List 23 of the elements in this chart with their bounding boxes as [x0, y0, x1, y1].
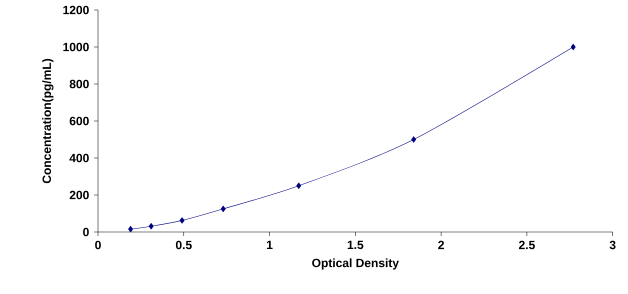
- point: [128, 226, 134, 232]
- y-tick-label: 400: [69, 154, 89, 162]
- point: [570, 44, 576, 50]
- point: [148, 223, 154, 230]
- y-tick-label: 1000: [63, 42, 89, 52]
- y-tick-label: 600: [70, 116, 89, 126]
- x-tick-label: 2.5: [518, 240, 535, 250]
- y-tick-label: 200: [70, 190, 89, 200]
- y-tick-label: 1200: [63, 6, 89, 14]
- x-axis-title: Optical Density: [312, 258, 399, 270]
- point: [180, 217, 185, 224]
- x-tick-label: 3: [610, 240, 616, 250]
- x-tick-label: 1.5: [348, 240, 364, 250]
- y-tick-label: 0: [83, 228, 89, 236]
- x-tick-label: 0.5: [176, 240, 192, 250]
- point: [411, 136, 416, 143]
- y-tick-label: 800: [70, 80, 89, 88]
- x-tick-label: 0: [95, 240, 101, 250]
- point: [296, 182, 302, 189]
- point: [220, 206, 226, 212]
- x-tick-label: 2: [438, 240, 444, 250]
- y-axis-title: Concentration(pg/mL): [42, 58, 54, 184]
- x-tick-label: 1: [266, 240, 273, 249]
